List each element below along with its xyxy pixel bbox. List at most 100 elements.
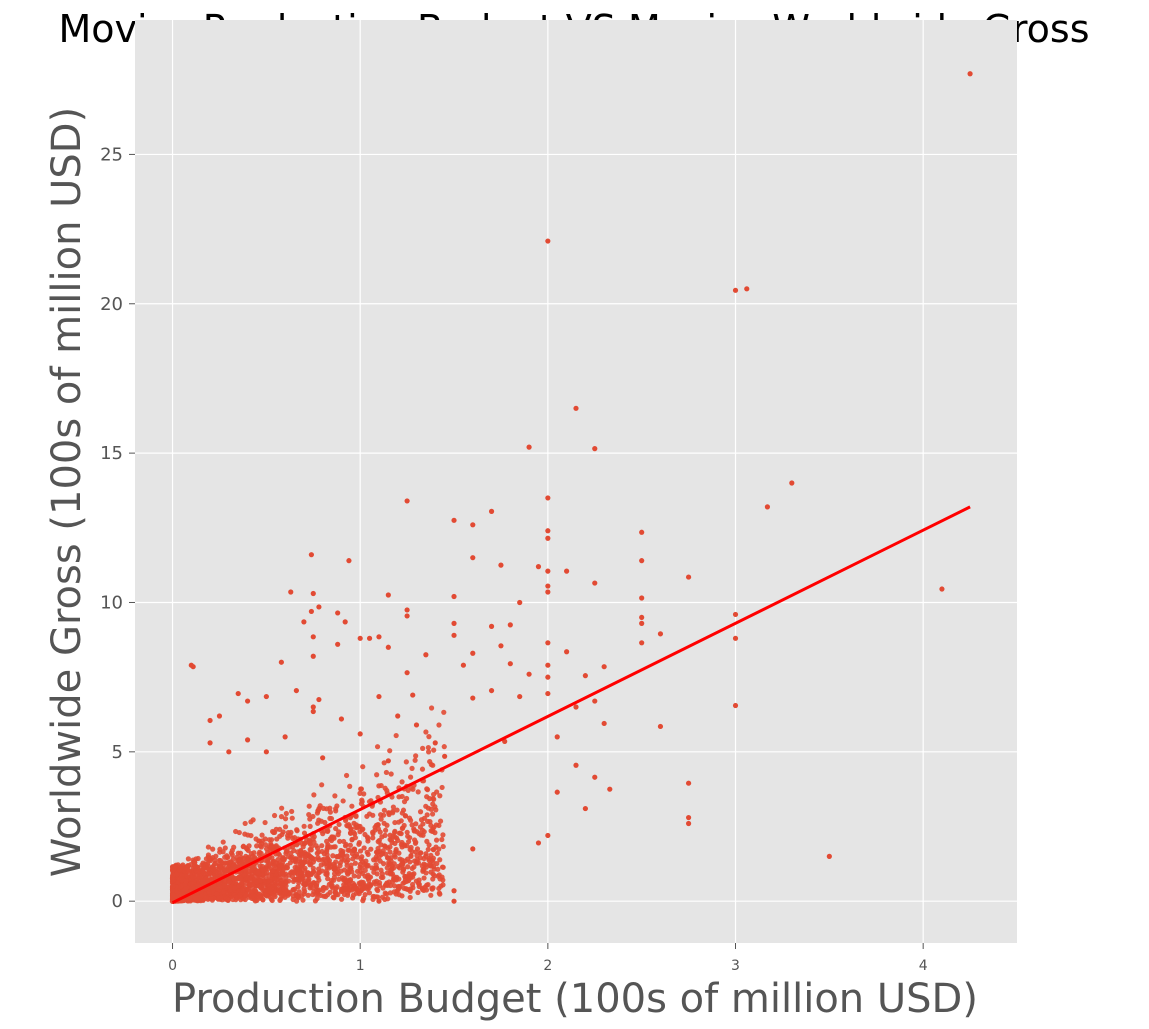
- scatter-point: [189, 880, 195, 887]
- scatter-point: [382, 785, 388, 791]
- scatter-point: [370, 829, 376, 835]
- scatter-point: [288, 855, 294, 861]
- scatter-point: [349, 803, 355, 809]
- scatter-point: [488, 687, 495, 694]
- y-axis-ticks: 0 5 10 15 20 25: [100, 144, 135, 912]
- scatter-point: [170, 867, 176, 874]
- scatter-point: [415, 880, 422, 887]
- scatter-point: [392, 834, 398, 840]
- scatter-point: [545, 832, 551, 839]
- scatter-point: [685, 574, 692, 580]
- scatter-point: [310, 836, 316, 842]
- scatter-point: [308, 847, 314, 853]
- scatter-point: [387, 748, 393, 754]
- scatter-point: [517, 693, 523, 700]
- scatter-point: [375, 826, 382, 832]
- scatter-point: [316, 877, 322, 883]
- scatter-point: [291, 869, 297, 875]
- scatter-point: [283, 874, 289, 881]
- scatter-point: [381, 812, 387, 818]
- scatter-point: [231, 862, 237, 868]
- scatter-point: [242, 820, 248, 827]
- scatter-point: [385, 592, 391, 598]
- scatter-point: [349, 836, 355, 842]
- scatter-point: [342, 877, 348, 883]
- scatter-point: [289, 808, 295, 815]
- scatter-point: [420, 745, 426, 751]
- scatter-point: [266, 862, 272, 868]
- scatter-point: [289, 815, 295, 821]
- scatter-point: [264, 870, 270, 876]
- scatter-point: [237, 850, 244, 856]
- scatter-point: [430, 885, 436, 891]
- scatter-point: [423, 652, 429, 658]
- scatter-point: [395, 713, 401, 719]
- scatter-point: [507, 661, 513, 667]
- scatter-point: [382, 843, 389, 850]
- scatter-point: [431, 796, 437, 802]
- scatter-point: [413, 821, 419, 827]
- scatter-point: [378, 816, 384, 822]
- scatter-point: [316, 696, 322, 703]
- y-tick-label: 5: [112, 742, 123, 763]
- scatter-point: [278, 814, 285, 820]
- scatter-point: [412, 840, 419, 846]
- x-tick-label: 4: [919, 958, 928, 974]
- scatter-point: [353, 885, 359, 891]
- scatter-point: [545, 495, 551, 501]
- scatter-point: [428, 705, 435, 711]
- scatter-point: [268, 885, 275, 892]
- scatter-point: [214, 891, 220, 897]
- scatter-point: [303, 853, 309, 860]
- scatter-point: [256, 891, 263, 897]
- scatter-point: [392, 819, 398, 826]
- scatter-point: [439, 784, 445, 791]
- scatter-point: [435, 866, 441, 872]
- scatter-point: [193, 856, 199, 862]
- scatter-point: [601, 720, 607, 727]
- scatter-point: [249, 864, 255, 870]
- scatter-point: [300, 897, 306, 903]
- scatter-point: [290, 896, 296, 903]
- scatter-point: [190, 874, 196, 881]
- scatter-point: [286, 878, 292, 884]
- scatter-point: [382, 827, 389, 833]
- scatter-point: [423, 729, 429, 735]
- scatter-point: [307, 816, 313, 822]
- scatter-point: [331, 866, 337, 873]
- scatter-point: [283, 849, 290, 855]
- scatter-point: [436, 722, 442, 728]
- scatter-point: [280, 870, 286, 876]
- scatter-point: [413, 722, 420, 728]
- scatter-point: [404, 670, 410, 676]
- scatter-point: [257, 843, 264, 849]
- scatter-point: [387, 832, 393, 838]
- scatter-point: [582, 673, 588, 679]
- scatter-point: [403, 759, 409, 765]
- scatter-point: [526, 444, 532, 450]
- scatter-point: [345, 890, 351, 896]
- scatter-point: [305, 870, 311, 876]
- scatter-point: [325, 876, 331, 882]
- scatter-point: [410, 885, 416, 891]
- scatter-point: [356, 880, 362, 886]
- scatter-point: [498, 643, 504, 649]
- scatter-point: [375, 894, 381, 900]
- scatter-point: [207, 740, 213, 746]
- scatter-point: [470, 846, 476, 852]
- scatter-point: [387, 849, 393, 855]
- scatter-point: [685, 820, 692, 827]
- scatter-point: [387, 890, 393, 896]
- scatter-point: [333, 806, 339, 812]
- scatter-point: [373, 862, 379, 868]
- scatter-point: [389, 839, 395, 846]
- scatter-point: [376, 880, 383, 886]
- scatter-point: [441, 709, 447, 715]
- scatter-point: [425, 846, 431, 853]
- scatter-point: [170, 872, 176, 878]
- scatter-point: [414, 859, 420, 865]
- scatter-point: [359, 799, 365, 805]
- scatter-point: [205, 844, 212, 850]
- scatter-point: [193, 867, 199, 874]
- scatter-point: [348, 826, 354, 832]
